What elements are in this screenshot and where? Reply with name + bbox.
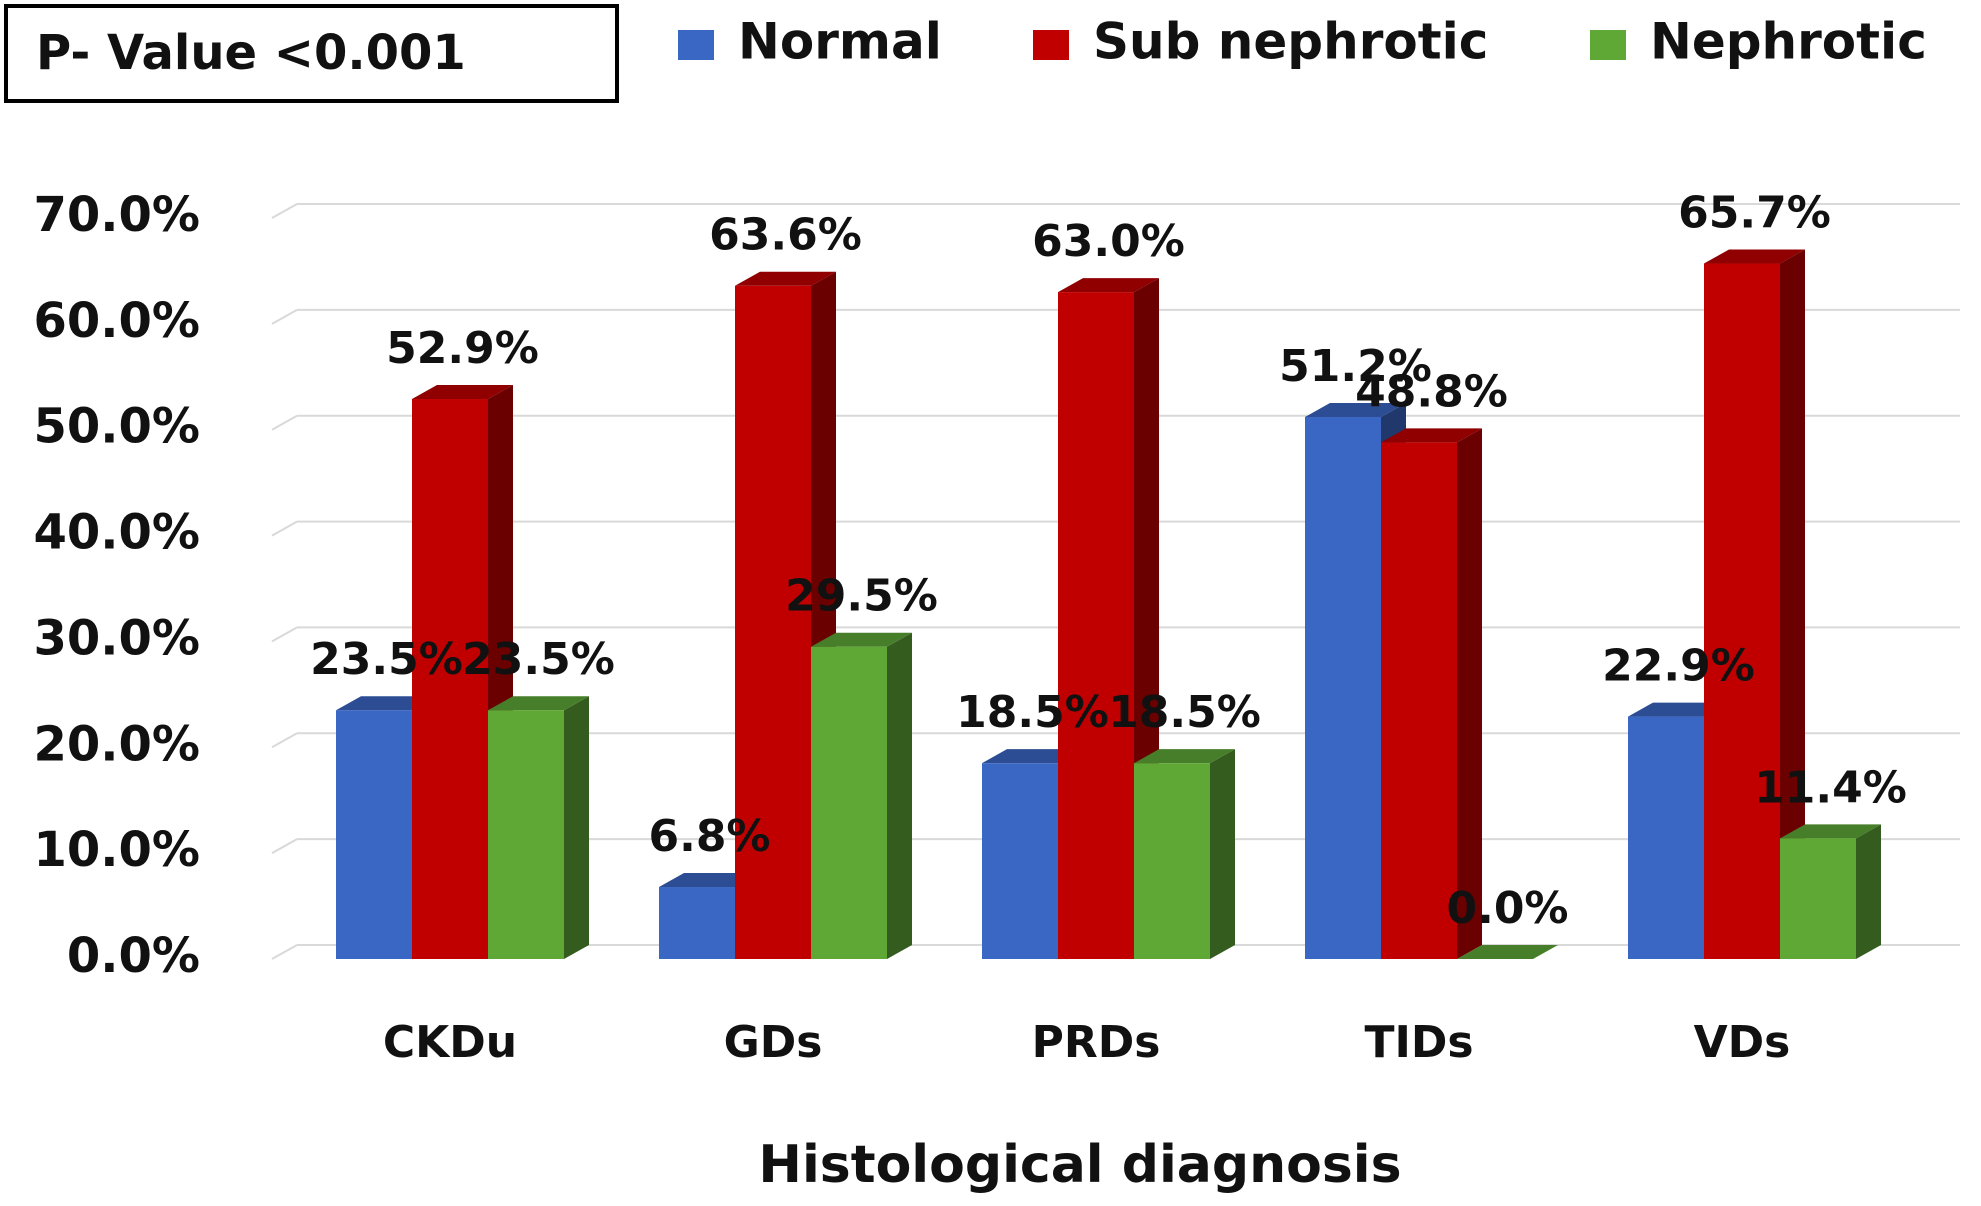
x-axis-title: Histological diagnosis [758,1135,1401,1195]
grid-line-side [271,414,298,431]
legend-label: Normal [738,13,942,71]
x-tick-label: TIDs [1364,1017,1473,1068]
bar [1628,716,1704,959]
bar [811,646,887,959]
bar-top [659,873,760,888]
bar-top [1628,702,1729,717]
bar [735,285,811,960]
data-label: 23.5% [310,634,463,685]
bar-top [488,696,589,711]
x-tick-label: GDs [724,1017,823,1068]
y-tick-label: 50.0% [33,399,200,455]
legend-swatch [678,30,714,60]
data-label: 51.2% [1279,341,1432,392]
data-label: 48.8% [1355,366,1508,417]
bar-top [1134,749,1235,764]
x-tick-label: PRDs [1032,1017,1161,1068]
grid-line-side [271,626,298,643]
bar [412,399,488,959]
bar [1381,442,1457,960]
bar-side [1856,824,1881,959]
grid-line-side [271,203,298,219]
legend-swatch [1033,30,1069,60]
bar-top [735,271,836,286]
bar-top [1381,428,1482,443]
bar [488,710,564,959]
y-tick-label: 60.0% [33,293,200,349]
legend-label: Sub nephrotic [1093,13,1488,71]
bar-top [412,385,513,400]
bar [336,710,412,959]
bar-top [1305,403,1406,418]
bar-side [1210,749,1235,959]
data-label: 11.4% [1754,762,1907,813]
legend-swatch [1590,30,1626,60]
bar-side [887,632,912,959]
bar [1058,292,1134,960]
data-label: 65.7% [1678,188,1831,239]
y-tick-label: 30.0% [33,610,200,666]
annotation-box [4,4,619,103]
bar-top [1704,249,1805,264]
bar-top [811,632,912,647]
bar-top [982,749,1083,764]
bar-side [564,696,589,959]
bar [1134,763,1210,959]
bar [1305,417,1381,959]
grid-line-side [271,732,298,749]
legend-label: Nephrotic [1650,13,1927,71]
y-tick-label: 10.0% [33,822,200,878]
data-label: 23.5% [462,634,615,685]
bar-top [1457,945,1558,959]
data-label: 22.9% [1602,641,1755,692]
grid-line-side [271,520,298,537]
grid-line-side [271,838,298,855]
data-label: 63.6% [709,210,862,261]
data-label: 6.8% [648,811,770,862]
bar-side [1457,428,1482,960]
data-label: 18.5% [1108,687,1261,738]
bar-top [1780,824,1881,839]
x-tick-label: CKDu [383,1017,517,1068]
bar [1704,263,1780,960]
bar-top [336,696,437,711]
data-label: 29.5% [785,571,938,622]
data-label: 0.0% [1446,883,1568,934]
x-tick-label: VDs [1694,1017,1791,1068]
y-tick-label: 70.0% [33,187,200,243]
data-label: 52.9% [386,323,539,374]
y-tick-label: 0.0% [67,928,200,984]
y-tick-label: 40.0% [33,505,200,561]
grid-line-side [271,308,298,325]
bar-top [1058,278,1159,293]
bar-side [1780,249,1805,960]
annotation: P- Value <0.001 [36,25,466,81]
data-label: 18.5% [956,687,1109,738]
bar [659,887,735,959]
data-label: 63.0% [1032,216,1185,267]
bar [982,763,1058,959]
grid-line-side [271,944,298,960]
y-tick-label: 20.0% [33,716,200,772]
bar [1780,838,1856,959]
